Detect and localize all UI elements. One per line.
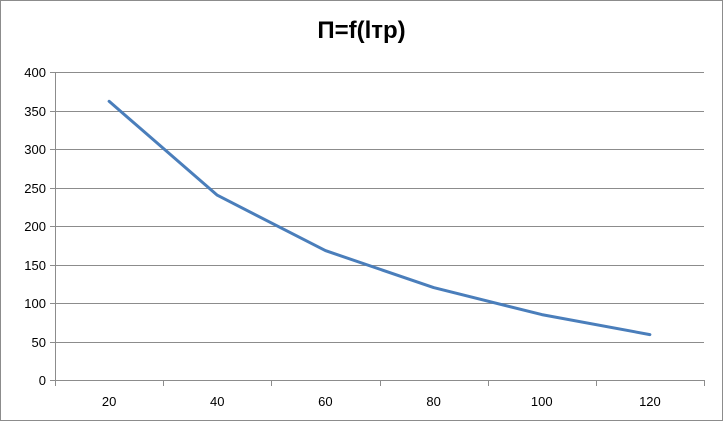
chart-title: П=f(lтр) xyxy=(317,17,406,44)
x-tick-label: 60 xyxy=(318,394,332,409)
x-tick-label: 80 xyxy=(426,394,440,409)
series-line-0 xyxy=(107,99,652,337)
y-tick-label: 150 xyxy=(24,258,46,273)
x-tick-label: 100 xyxy=(531,394,553,409)
series-group xyxy=(107,99,652,337)
y-tick-label: 350 xyxy=(24,104,46,119)
y-tick-label: 100 xyxy=(24,296,46,311)
axes xyxy=(50,72,705,386)
y-tick-label: 50 xyxy=(32,335,46,350)
y-tick-labels: 0 50 100 150 200 250 300 350 400 xyxy=(24,65,46,388)
x-tick-label: 40 xyxy=(210,394,224,409)
y-tick-label: 250 xyxy=(24,181,46,196)
x-tick-label: 20 xyxy=(102,394,116,409)
y-tick-label: 400 xyxy=(24,65,46,80)
x-tick-labels: 20 40 60 80 100 120 xyxy=(102,394,661,409)
y-tick-label: 300 xyxy=(24,142,46,157)
y-tick-label: 200 xyxy=(24,219,46,234)
x-tick-label: 120 xyxy=(639,394,661,409)
gridlines xyxy=(55,72,704,343)
y-tick-label: 0 xyxy=(39,373,46,388)
